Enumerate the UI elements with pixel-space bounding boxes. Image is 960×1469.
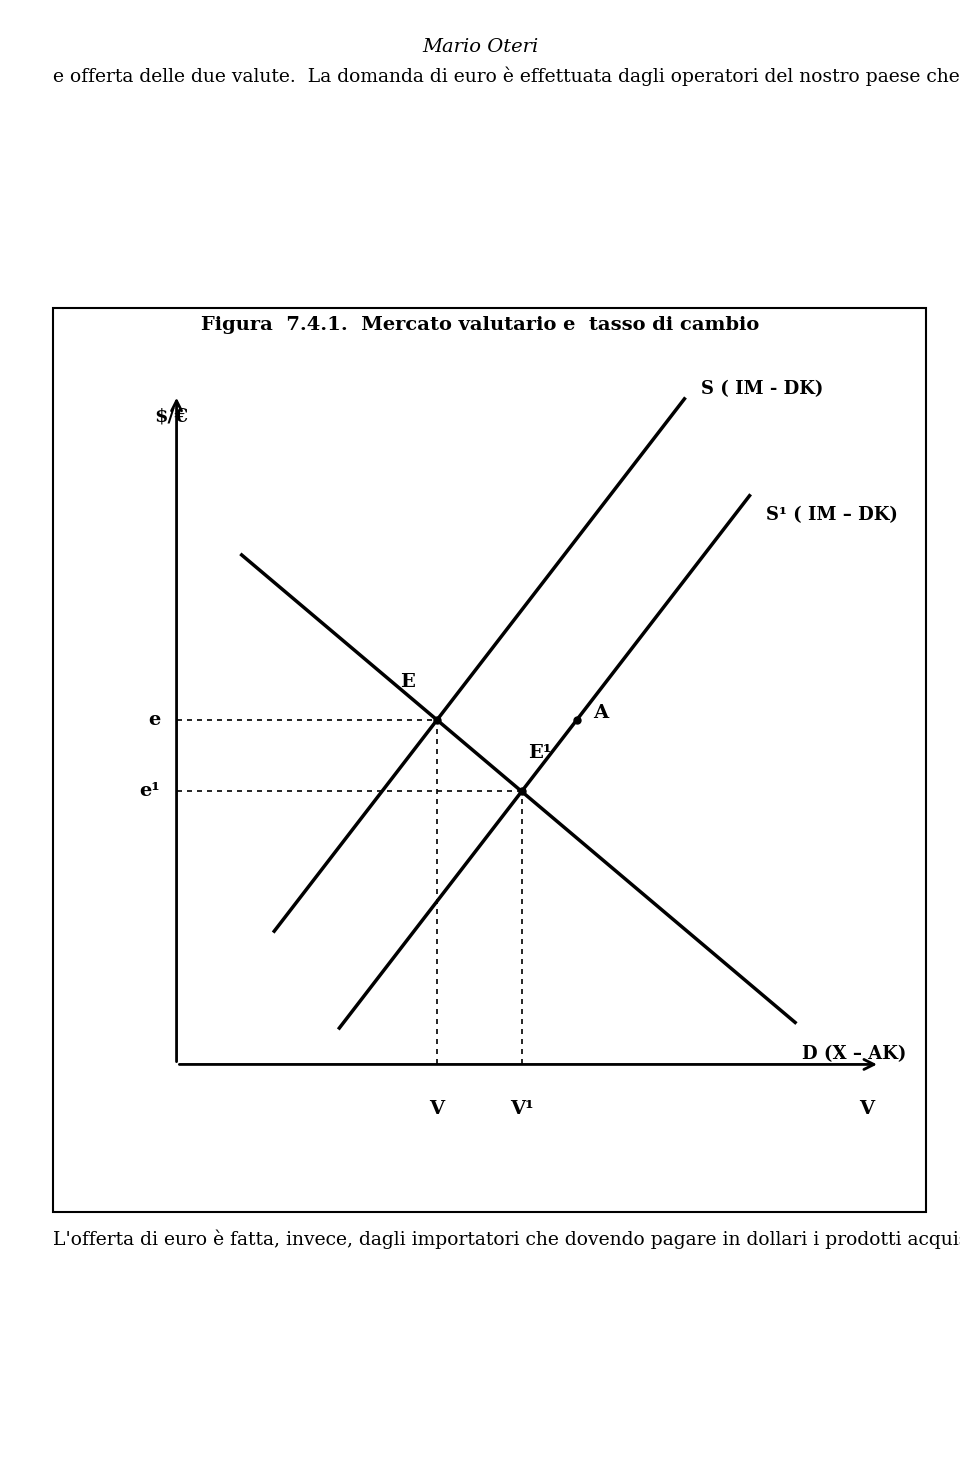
Text: E¹: E¹: [528, 745, 552, 762]
Text: V¹: V¹: [510, 1100, 534, 1118]
Text: V: V: [429, 1100, 444, 1118]
Text: S¹ ( IM – DK): S¹ ( IM – DK): [766, 507, 898, 524]
Text: D (X – AK): D (X – AK): [802, 1044, 906, 1064]
Text: L'offerta di euro è fatta, invece, dagli importatori che dovendo pagare in dolla: L'offerta di euro è fatta, invece, dagli…: [53, 1230, 960, 1249]
Text: E: E: [400, 673, 415, 690]
Text: A: A: [593, 705, 608, 723]
Text: e: e: [148, 711, 160, 729]
Text: V: V: [859, 1100, 875, 1118]
Text: $/€: $/€: [154, 408, 188, 426]
Text: Mario Oteri: Mario Oteri: [421, 38, 539, 56]
Text: Figura  7.4.1.  Mercato valutario e  tasso di cambio: Figura 7.4.1. Mercato valutario e tasso …: [201, 316, 759, 333]
Text: e offerta delle due valute.  La domanda di euro è effettuata dagli operatori del: e offerta delle due valute. La domanda d…: [53, 66, 960, 85]
Text: e¹: e¹: [139, 783, 160, 801]
Text: S ( IM - DK): S ( IM - DK): [701, 380, 823, 398]
